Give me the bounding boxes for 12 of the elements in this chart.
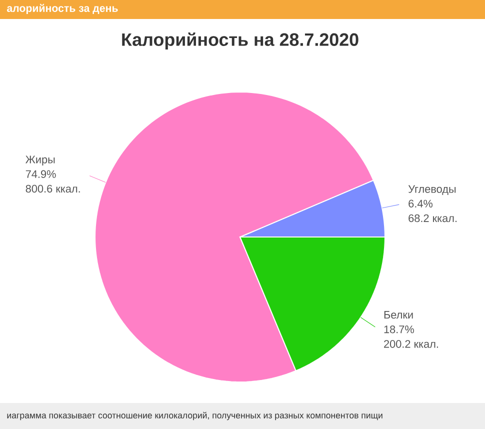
data-label: 6.4% — [408, 200, 433, 208]
text: 800.6 ккал. — [26, 184, 80, 193]
data-label: 18.7% — [384, 326, 414, 334]
slice-label: Жиры — [26, 156, 55, 166]
data-label: 74.9% — [26, 170, 56, 178]
text: 68.2 ккал. — [408, 214, 457, 222]
text: алорийность за день — [7, 4, 118, 14]
text: 200.2 ккал. — [384, 340, 438, 348]
slice-label: Углеводы — [408, 185, 456, 195]
chart-title: Калорийность на 28.7.2020 — [122, 32, 358, 50]
slice-label: Белки — [384, 311, 413, 319]
text: иаграмма показывает соотношение килокалорий, полученных из разных компонентов пищи — [7, 412, 382, 420]
